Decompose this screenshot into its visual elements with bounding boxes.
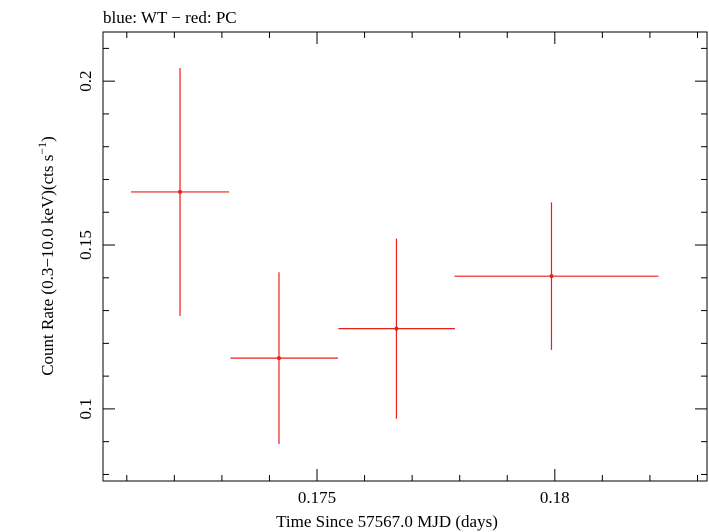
x-axis-label: Time Since 57567.0 MJD (days) [276, 512, 498, 531]
y-axis-label-close: ) [38, 136, 57, 142]
x-tick-label: 0.175 [298, 488, 336, 507]
x-axis-ticks: 0.175 0.18 [126, 32, 698, 507]
data-point [178, 189, 183, 194]
y-axis-label: Count Rate (0.3−10.0 keV)(cts s−1) [35, 136, 57, 376]
y-axis-label-sup: −1 [35, 142, 49, 155]
data-point [394, 326, 399, 331]
y-tick-label: 0.1 [76, 398, 95, 419]
y-tick-label: 0.15 [76, 230, 95, 260]
x-tick-label: 0.18 [540, 488, 570, 507]
plot-frame [102, 31, 708, 482]
data-points [131, 68, 659, 444]
y-tick-label: 0.2 [76, 71, 95, 92]
chart-title: blue: WT − red: PC [103, 8, 237, 27]
y-axis-ticks: 0.1 0.15 0.2 [76, 47, 707, 475]
data-point [549, 274, 554, 279]
data-point [276, 356, 281, 361]
y-axis-label-main: Count Rate (0.3−10.0 keV)(cts s [38, 155, 57, 376]
